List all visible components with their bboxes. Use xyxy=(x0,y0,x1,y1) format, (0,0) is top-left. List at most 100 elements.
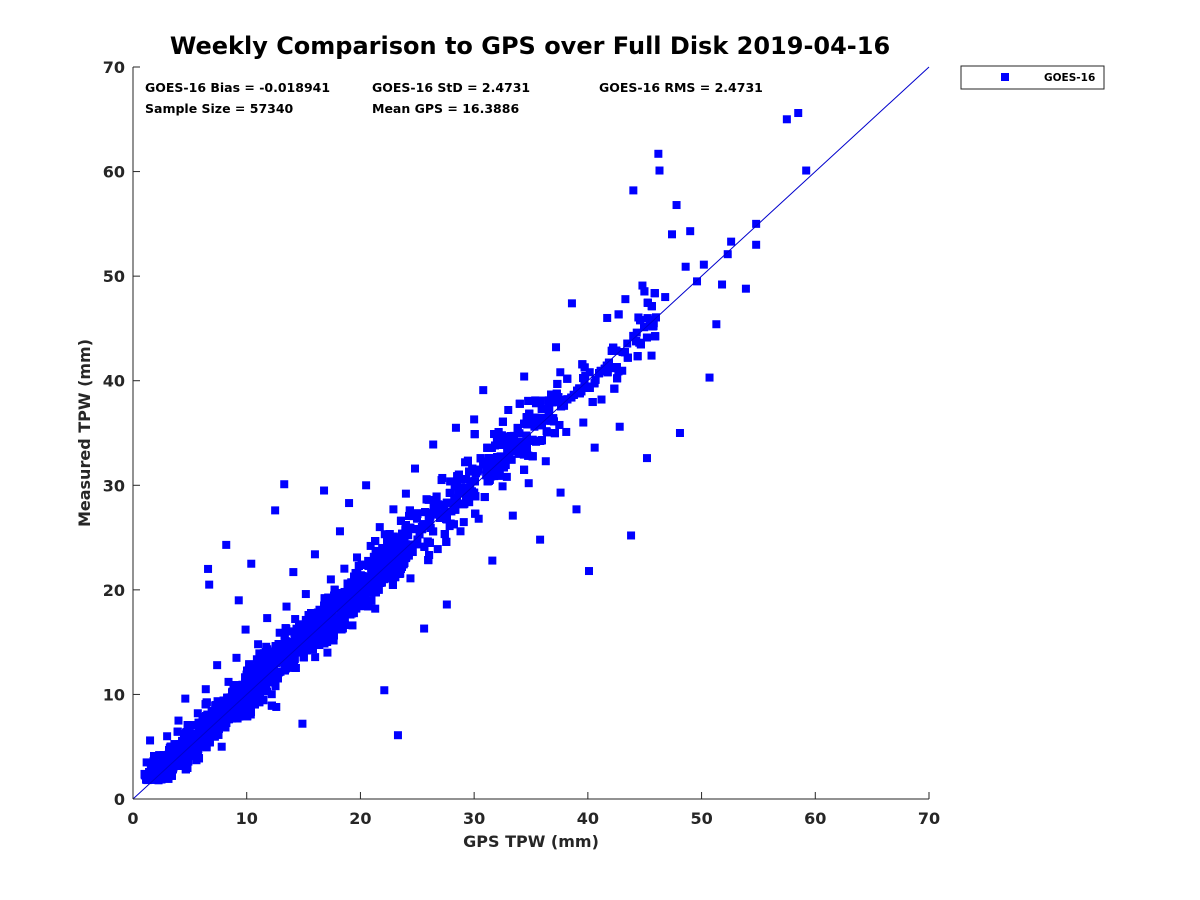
data-point xyxy=(623,353,632,362)
data-point xyxy=(420,624,429,633)
data-point xyxy=(590,379,599,388)
data-point xyxy=(234,596,243,605)
data-point xyxy=(429,440,438,449)
data-point xyxy=(536,535,545,544)
data-point xyxy=(442,498,451,507)
data-point xyxy=(638,281,647,290)
data-point xyxy=(364,556,373,565)
data-point xyxy=(310,609,319,618)
data-point xyxy=(532,437,541,446)
data-point xyxy=(147,762,156,771)
data-point xyxy=(450,482,459,491)
data-point xyxy=(412,514,421,523)
data-point xyxy=(329,631,338,640)
data-point xyxy=(350,578,359,587)
data-point xyxy=(553,379,562,388)
data-point xyxy=(557,402,566,411)
data-point xyxy=(522,447,531,456)
data-point xyxy=(633,352,642,361)
data-point xyxy=(232,653,241,662)
data-point xyxy=(463,456,472,465)
data-point xyxy=(513,423,522,432)
data-point xyxy=(642,333,651,342)
data-point xyxy=(378,544,387,553)
data-point xyxy=(272,702,281,711)
data-point xyxy=(457,499,466,508)
data-point xyxy=(375,523,384,532)
data-point xyxy=(446,477,455,486)
data-point xyxy=(187,721,196,730)
data-point xyxy=(302,646,311,655)
data-point xyxy=(353,553,362,562)
data-point xyxy=(614,367,623,376)
data-point xyxy=(504,405,513,414)
data-point xyxy=(263,614,272,623)
data-point xyxy=(459,518,468,527)
data-point xyxy=(412,540,421,549)
data-point xyxy=(563,374,572,383)
data-point xyxy=(590,443,599,452)
data-point xyxy=(364,602,373,611)
data-point xyxy=(552,343,561,352)
data-point xyxy=(541,457,550,466)
data-point xyxy=(310,550,319,559)
data-point xyxy=(497,455,506,464)
data-point xyxy=(613,374,622,383)
data-point xyxy=(515,447,524,456)
data-point xyxy=(647,351,656,360)
data-point xyxy=(620,348,629,357)
data-point xyxy=(241,625,250,634)
data-point xyxy=(340,564,349,573)
data-point xyxy=(612,346,621,355)
data-point xyxy=(391,573,400,582)
data-point xyxy=(451,423,460,432)
data-point xyxy=(629,186,638,195)
data-point xyxy=(357,602,366,611)
data-point xyxy=(254,640,263,649)
data-point xyxy=(615,422,624,431)
data-point xyxy=(217,742,226,751)
data-point xyxy=(181,694,190,703)
data-point xyxy=(636,340,645,349)
data-point xyxy=(204,564,213,573)
data-point xyxy=(597,395,606,404)
data-point xyxy=(585,368,594,377)
data-point xyxy=(285,644,294,653)
data-point xyxy=(348,621,357,630)
data-point xyxy=(476,454,485,463)
data-point xyxy=(228,688,237,697)
data-point xyxy=(304,615,313,624)
data-point xyxy=(782,115,791,124)
data-point xyxy=(537,404,546,413)
data-point xyxy=(282,602,291,611)
data-point xyxy=(336,595,345,604)
data-point xyxy=(363,586,372,595)
data-point xyxy=(584,567,593,576)
data-point xyxy=(607,346,616,355)
data-point xyxy=(380,530,389,539)
data-point xyxy=(224,677,233,686)
data-point xyxy=(146,736,155,745)
data-point xyxy=(142,758,151,767)
data-point xyxy=(418,525,427,534)
data-point xyxy=(244,706,253,715)
data-point xyxy=(276,667,285,676)
data-point xyxy=(503,441,512,450)
data-point xyxy=(163,732,172,741)
data-point xyxy=(140,771,149,780)
data-point xyxy=(370,560,379,569)
data-point xyxy=(503,448,512,457)
data-point xyxy=(718,280,727,289)
data-point xyxy=(675,429,684,437)
data-point xyxy=(431,496,440,505)
data-point xyxy=(259,696,268,705)
data-point xyxy=(583,382,592,391)
data-point xyxy=(326,575,335,584)
data-point xyxy=(155,751,164,760)
data-point xyxy=(614,310,623,319)
data-point xyxy=(357,597,366,606)
data-point xyxy=(632,337,641,346)
data-point xyxy=(588,398,597,407)
data-point xyxy=(411,464,420,473)
data-point xyxy=(413,535,422,544)
